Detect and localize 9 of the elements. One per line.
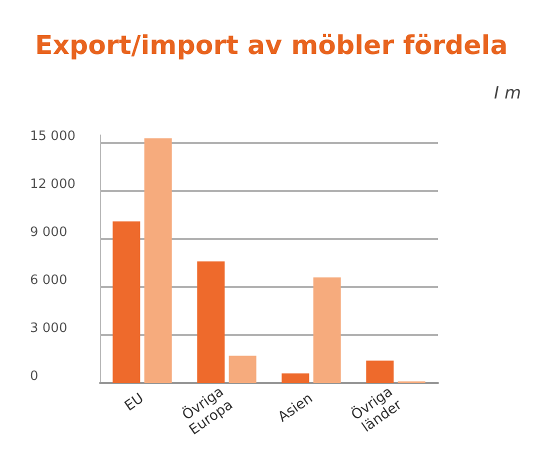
y-tick-label: 0: [30, 369, 38, 384]
y-tick-label: 12 000: [30, 177, 76, 192]
y-tick-label: 15 000: [30, 129, 76, 144]
y-tick-label: 6 000: [30, 273, 68, 288]
text: I m: [494, 84, 522, 104]
chart-title: Export/import av möbler fördela: [35, 31, 508, 61]
y-tick-label: 3 000: [30, 321, 68, 336]
y-tick-label: 9 000: [30, 225, 68, 240]
x-tick-label: EU: [122, 390, 147, 415]
